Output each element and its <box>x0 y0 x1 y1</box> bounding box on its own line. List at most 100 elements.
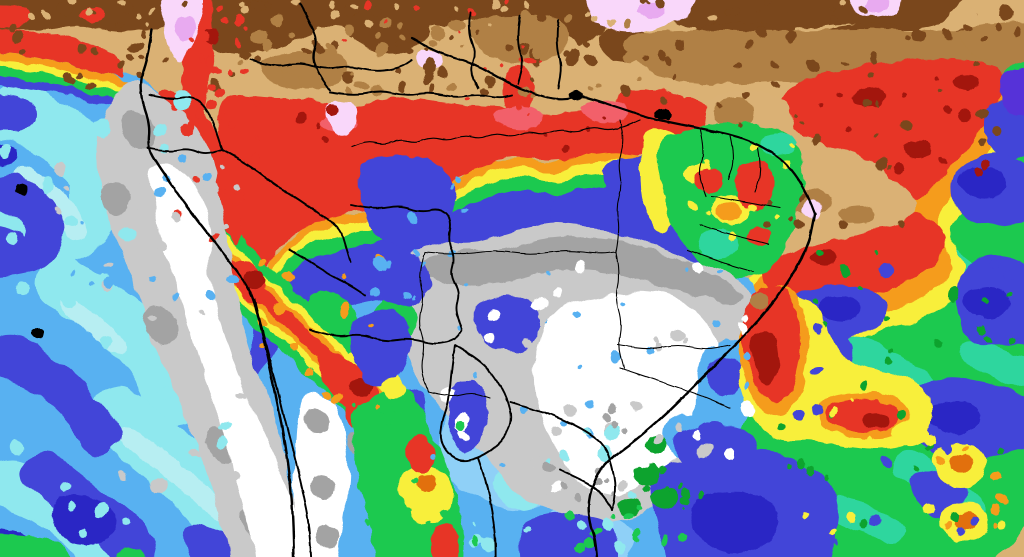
speckle-blob <box>251 29 269 45</box>
speckle-blob <box>886 164 892 170</box>
speckle-blob <box>457 430 469 442</box>
speckle-blob <box>925 444 935 451</box>
speckles-andes-red-specks <box>171 99 261 243</box>
speckle-blob <box>364 18 373 28</box>
speckle-blob <box>706 211 712 216</box>
speckle-blob <box>738 122 743 128</box>
speckle-blob <box>70 269 75 277</box>
speckle-blob <box>316 123 321 130</box>
layer-ocean-left-green <box>0 533 147 557</box>
speckle-blob <box>202 172 212 182</box>
speckle-blob <box>425 399 432 406</box>
speckle-blob <box>878 262 894 279</box>
field-shape <box>0 4 31 28</box>
field-shape <box>829 496 907 546</box>
speckle-blob <box>606 20 613 27</box>
speckle-blob <box>602 517 614 531</box>
field-shape <box>651 487 679 510</box>
speckle-blob <box>716 100 722 108</box>
speckle-blob <box>560 481 569 490</box>
speckle-blob <box>595 83 602 88</box>
layer-ocean-left-royal2 <box>0 94 37 131</box>
speckles-top-tanbreak-specks <box>26 0 1024 30</box>
border-border-peru-north <box>147 147 223 155</box>
speckle-blob <box>206 56 214 69</box>
speckle-blob <box>763 0 774 6</box>
border-border-guyane <box>556 19 562 89</box>
speckle-blob <box>583 42 590 48</box>
speckle-blob <box>990 503 1000 516</box>
layer-right-corner-violet <box>999 69 1024 116</box>
speckle-blob <box>402 292 412 300</box>
speckle-blob <box>1007 291 1012 297</box>
speckle-blob <box>407 211 418 225</box>
speckle-blob <box>680 496 690 506</box>
border-coast-north <box>410 36 817 216</box>
speckle-blob <box>918 398 928 411</box>
speckle-blob <box>949 512 960 522</box>
speckle-blob <box>845 125 852 132</box>
speckles-graycenter-white-specks <box>440 260 756 493</box>
speckle-blob <box>585 12 591 17</box>
speckle-blob <box>995 492 1009 505</box>
speckle-blob <box>234 192 245 203</box>
speckle-blob <box>460 43 465 48</box>
speckle-blob <box>64 75 77 84</box>
speckles-ne-wedge-brown-specks <box>763 157 905 230</box>
field-shape <box>713 97 754 129</box>
speckle-blob <box>387 418 394 427</box>
layer-entry-orange <box>0 52 126 86</box>
field-shape <box>653 108 672 120</box>
speckle-blob <box>654 412 665 422</box>
speckle-blob <box>188 449 201 458</box>
speckle-blob <box>798 193 808 202</box>
field-shape <box>818 295 860 322</box>
speckle-blob <box>861 98 873 108</box>
speckle-blob <box>234 183 241 191</box>
speckle-blob <box>234 37 241 48</box>
field-shape <box>149 161 305 557</box>
speckle-blob <box>67 502 75 512</box>
speckle-blob <box>88 2 98 9</box>
speckle-blob <box>708 335 718 348</box>
speckle-blob <box>59 1 71 10</box>
speckle-blob <box>258 257 267 267</box>
field-shape <box>218 94 715 295</box>
speckle-blob <box>40 10 50 20</box>
speckle-blob <box>76 44 88 54</box>
speckle-blob <box>460 208 469 214</box>
speckle-blob <box>626 335 632 345</box>
speckle-blob <box>9 22 18 33</box>
speckle-blob <box>137 14 143 19</box>
field-shape <box>317 350 378 417</box>
speckles-secoast-green-specks <box>643 466 705 511</box>
speckle-blob <box>669 329 686 342</box>
speckle-blob <box>84 82 97 90</box>
speckle-blob <box>576 519 587 530</box>
speckle-blob <box>846 510 857 523</box>
speckle-blob <box>519 10 534 27</box>
speckle-blob <box>397 22 403 29</box>
border-border-paraguay-argentina <box>477 457 497 557</box>
speckle-blob <box>188 36 195 43</box>
speckle-blob <box>157 242 168 253</box>
field-shape <box>349 378 373 398</box>
speckle-blob <box>834 538 839 545</box>
speckle-blob <box>697 491 705 500</box>
speckle-blob <box>816 432 827 443</box>
border-border-uruguay <box>559 469 613 511</box>
speckle-blob <box>812 404 824 415</box>
speckle-blob <box>503 0 509 4</box>
speckle-blob <box>152 123 167 137</box>
speckle-blob <box>785 29 797 44</box>
speckle-blob <box>172 293 179 301</box>
speckle-blob <box>294 111 308 124</box>
speckle-blob <box>374 32 382 39</box>
speckle-blob <box>523 1 530 11</box>
speckle-blob <box>330 392 344 405</box>
speckles-right-royal-specks <box>793 260 1016 545</box>
speckle-blob <box>440 387 455 402</box>
speckle-blob <box>412 477 418 484</box>
speckle-blob <box>724 448 735 460</box>
speckle-blob <box>653 433 664 445</box>
